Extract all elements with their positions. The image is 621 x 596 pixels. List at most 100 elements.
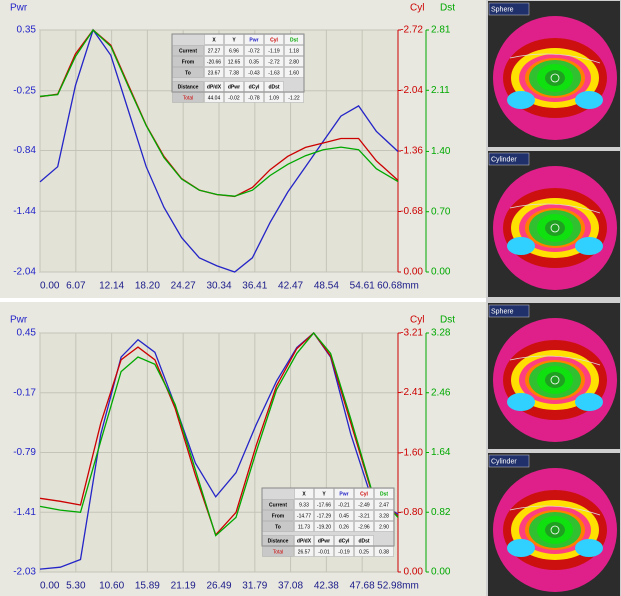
readout-cell — [204, 34, 224, 45]
y-tick-label: 0.45 — [17, 328, 37, 339]
map-contour — [575, 539, 603, 557]
readout-text: dCyl — [249, 84, 260, 90]
map-cursor — [550, 525, 560, 535]
readout-cell — [294, 499, 314, 510]
readout-cell — [354, 546, 374, 557]
readout-text: 0.35 — [249, 59, 259, 65]
readout-cell — [354, 499, 374, 510]
readout-text: 11.73 — [298, 524, 310, 530]
readout-cell — [172, 81, 204, 92]
readout-cell — [244, 56, 264, 67]
readout-text: 1.18 — [289, 48, 299, 54]
readout-text: -0.19 — [338, 549, 350, 555]
readout-text: 2.80 — [289, 59, 299, 65]
readout-text: X — [212, 37, 216, 43]
y3-tick-label: 1.64 — [431, 447, 451, 458]
readout-cell — [374, 488, 394, 499]
readout-cell — [314, 535, 334, 546]
readout-text: 12.65 — [228, 59, 241, 65]
axis-title: Cyl — [410, 315, 424, 326]
readout-text: 26.57 — [298, 549, 311, 555]
readout-cell — [354, 521, 374, 532]
map-label: Sphere — [491, 308, 514, 315]
x-tick-label: 54.61 — [350, 281, 375, 292]
y3-tick-label: 2.11 — [431, 85, 450, 96]
y-tick-label: 0.35 — [17, 25, 37, 36]
readout-cell — [244, 45, 264, 56]
map-section-line — [509, 355, 601, 366]
axis-title: Cyl — [410, 3, 424, 14]
y2-tick-label: -1.36 — [400, 146, 423, 157]
readout-text: -1.22 — [288, 95, 300, 101]
readout-text: -0.21 — [338, 502, 350, 508]
readout-text: -14.77 — [297, 513, 311, 519]
readout-cell — [314, 510, 334, 521]
readout-cell — [204, 92, 224, 103]
x-tick-label: 52.98mm — [377, 581, 419, 592]
readout-text: From — [272, 513, 285, 519]
map-contour — [507, 539, 535, 557]
x-tick-label: 37.08 — [278, 581, 303, 592]
readout-text: 44.04 — [208, 95, 221, 101]
readout-cell — [294, 521, 314, 532]
readout-text: 3.28 — [379, 513, 389, 519]
readout-text: Pwr — [249, 37, 258, 43]
readout-cell — [334, 521, 354, 532]
x-tick-label: 42.47 — [278, 281, 303, 292]
readout-text: X — [302, 491, 306, 497]
readout-cell — [244, 92, 264, 103]
readout-cell — [354, 488, 374, 499]
readout-cell — [334, 499, 354, 510]
y-tick-label: -1.44 — [13, 206, 36, 217]
readout-text: 0.25 — [359, 549, 369, 555]
map-label-box — [488, 152, 530, 166]
x-tick-label: 60.68mm — [377, 281, 419, 292]
x-tick-label: 6.07 — [66, 281, 86, 292]
map-label: Cylinder — [491, 458, 517, 465]
x-tick-label: 30.34 — [206, 281, 231, 292]
readout-text: To — [185, 70, 191, 76]
x-tick-label: 36.41 — [242, 281, 267, 292]
y-tick-label: -2.04 — [13, 267, 36, 278]
y3-tick-label: 2.46 — [431, 387, 451, 398]
map-label-box — [488, 454, 530, 468]
x-tick-label: 24.27 — [171, 281, 196, 292]
readout-cell — [204, 81, 224, 92]
readout-text: -0.78 — [248, 95, 260, 101]
readout-cell — [172, 45, 204, 56]
x-tick-label: 5.30 — [66, 581, 86, 592]
readout-text: 1.60 — [289, 70, 299, 76]
axis-title: Dst — [440, 315, 455, 326]
readout-text: Distance — [178, 84, 199, 90]
y3-tick-label: 0.82 — [431, 507, 451, 518]
readout-cell — [262, 521, 294, 532]
readout-cell — [284, 45, 304, 56]
readout-text: dCyl — [339, 538, 350, 544]
map-cursor — [550, 223, 560, 233]
readout-cell — [224, 81, 244, 92]
readout-cell — [264, 81, 284, 92]
series-line — [39, 29, 399, 197]
readout-text: Y — [232, 37, 236, 43]
x-tick-label: 48.54 — [314, 281, 339, 292]
map-cursor — [550, 73, 560, 83]
readout-cell — [262, 499, 294, 510]
map-label-box — [488, 304, 530, 318]
readout-text: dP/dX — [207, 84, 222, 90]
readout-cell — [374, 546, 394, 557]
readout-cell — [314, 499, 334, 510]
readout-text: Distance — [268, 538, 289, 544]
axis-title: Pwr — [10, 315, 28, 326]
readout-text: Total — [183, 95, 194, 101]
y3-tick-label: 1.40 — [431, 146, 451, 157]
readout-cell — [334, 546, 354, 557]
readout-cell — [264, 92, 284, 103]
readout-cell — [204, 67, 224, 78]
readout-text: Dst — [380, 491, 388, 497]
readout-text: To — [275, 524, 281, 530]
readout-cell — [354, 535, 374, 546]
readout-text: 2.90 — [379, 524, 389, 530]
readout-cell — [334, 488, 354, 499]
map-contour — [575, 91, 603, 109]
